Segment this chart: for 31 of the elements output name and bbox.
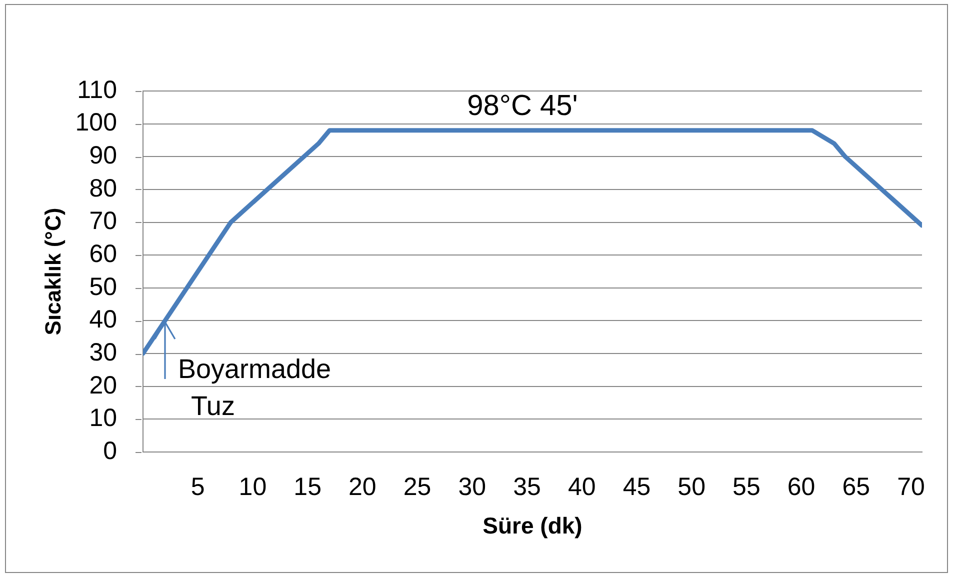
x-tick-label: 65 [842,472,870,501]
y-tick-label: 80 [89,174,117,202]
annotation: 98°C 45' [467,90,578,122]
x-axis-title: Süre (dk) [482,512,582,539]
x-tick-label: 35 [513,472,541,501]
x-tick-label: 20 [348,472,376,501]
x-tick-label: 30 [458,472,486,501]
annotation: Tuz [190,391,235,422]
x-tick-label: 40 [568,472,596,501]
y-tick-label: 20 [89,371,117,400]
x-tick-label: 50 [678,472,706,501]
x-tick-label: 70 [897,472,925,501]
x-tick-label: 5 [190,472,205,501]
x-tick-label: 15 [294,472,322,501]
y-tick-label: 100 [75,108,117,137]
y-tick-label: 110 [77,76,117,104]
y-tick-label: 30 [89,338,117,366]
y-tick-label: 60 [89,240,117,268]
y-axis-title: Sıcaklık (°C) [40,208,66,336]
x-tick-label: 10 [238,472,267,501]
y-tick-label: 70 [89,207,117,236]
y-tick-label: 10 [89,404,117,432]
y-tick-label: 50 [89,272,117,301]
x-tick-label: 25 [403,472,432,501]
annotation: Boyarmadde [178,354,332,384]
x-tick-label: 60 [787,472,816,501]
y-tick-label: 40 [89,306,117,334]
y-tick-label: 0 [103,436,117,465]
x-tick-label: 55 [732,472,760,501]
y-tick-label: 90 [89,142,117,170]
x-tick-label: 45 [622,472,651,501]
